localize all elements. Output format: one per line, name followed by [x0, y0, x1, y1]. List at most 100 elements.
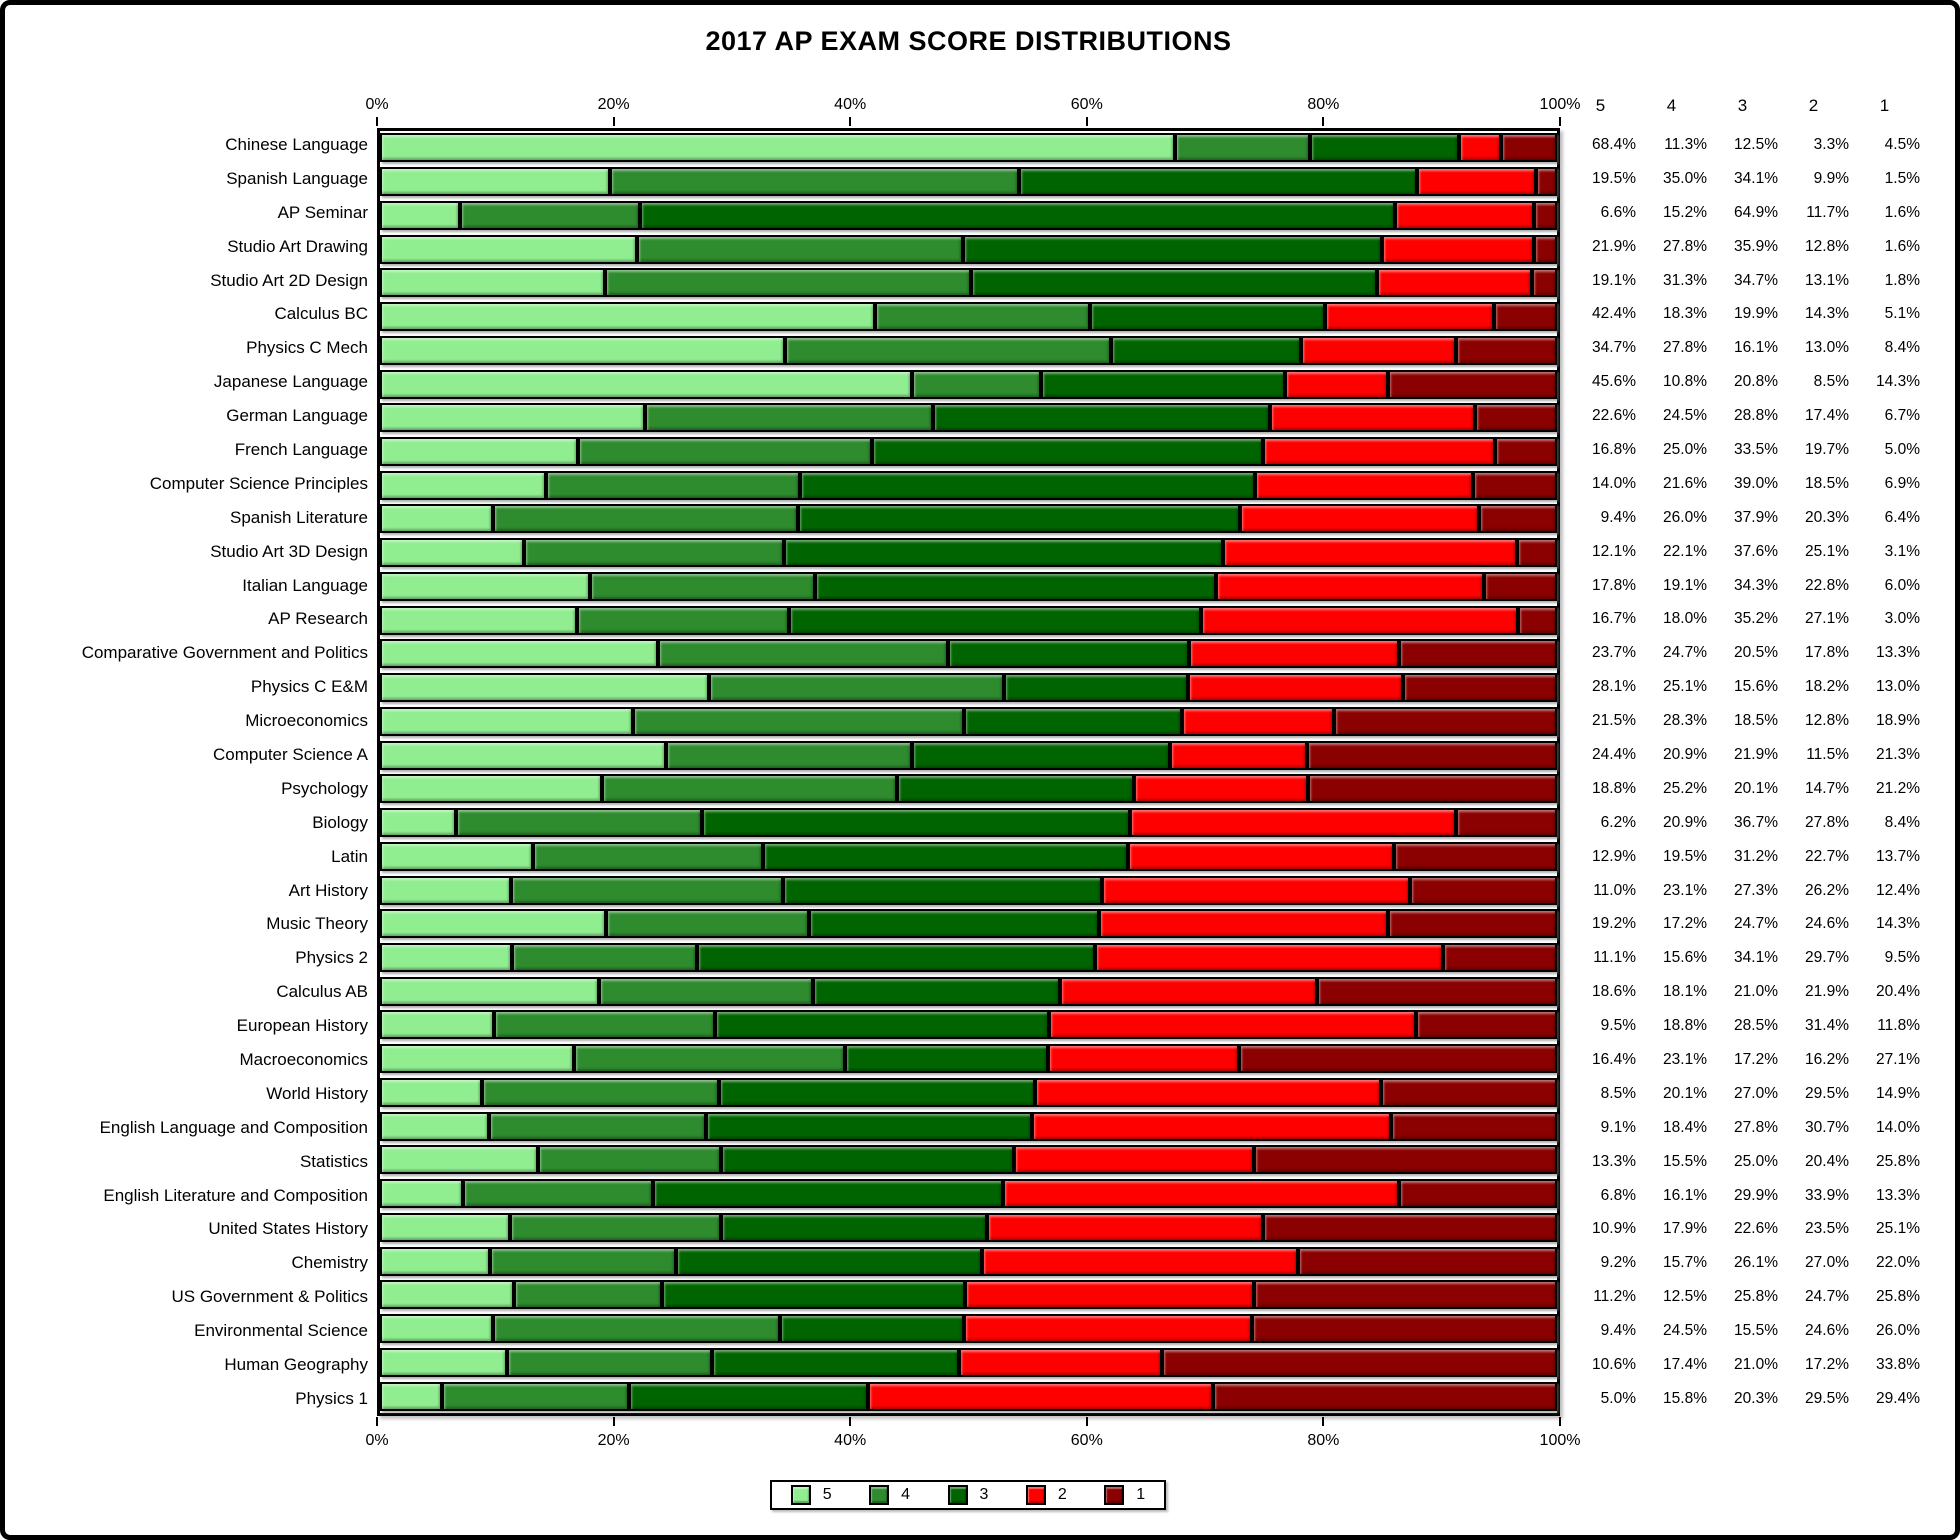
bar-segment-score-1 [1443, 942, 1557, 972]
score-value: 8.5% [1600, 1084, 1636, 1102]
score-value: 31.2% [1734, 847, 1778, 865]
bar-segment-score-5 [380, 369, 912, 399]
bar-rows [380, 131, 1558, 1413]
bar-segment-score-4 [645, 403, 933, 433]
bar-segment-score-4 [589, 571, 815, 601]
bar-segment-score-3 [971, 268, 1377, 298]
category-label: Studio Art Drawing [227, 236, 368, 256]
bar-segment-score-1 [1254, 1145, 1557, 1175]
score-value: 20.1% [1734, 779, 1778, 797]
score-value: 19.5% [1592, 169, 1636, 187]
score-value: 20.9% [1663, 745, 1707, 763]
score-value: 3.3% [1813, 135, 1849, 153]
score-value: 29.7% [1805, 949, 1849, 967]
score-value: 19.1% [1592, 271, 1636, 289]
stacked-bar [380, 268, 1557, 298]
axis-tick-label: 40% [834, 1432, 867, 1449]
bar-segment-score-1 [1380, 1077, 1557, 1107]
bar-segment-score-5 [380, 875, 512, 905]
bar-segment-score-1 [1262, 1212, 1557, 1242]
bar-segment-score-5 [380, 1280, 514, 1310]
category-label: English Language and Composition [99, 1117, 368, 1137]
axis-tick-mark [376, 117, 378, 126]
bar-segment-score-4 [441, 1381, 629, 1411]
score-value: 18.8% [1663, 1017, 1707, 1035]
score-column-header: 1 [1879, 96, 1890, 115]
category-label: Statistics [299, 1151, 368, 1171]
score-value: 13.0% [1805, 339, 1849, 357]
score-value: 3.1% [1884, 542, 1920, 560]
score-value: 26.0% [1663, 508, 1707, 526]
score-value: 14.3% [1876, 373, 1920, 391]
score-value: 13.1% [1805, 271, 1849, 289]
bar-segment-score-3 [963, 234, 1383, 264]
score-value: 9.4% [1600, 508, 1636, 526]
chart-row [380, 232, 1557, 266]
bar-segment-score-3 [640, 200, 1396, 230]
value-row: 68.4% 11.3% 12.5% 3.3% 4.5% [1565, 128, 1920, 162]
category-label: Music Theory [266, 914, 368, 934]
score-value: 22.7% [1805, 847, 1849, 865]
category-label: Computer Science Principles [149, 473, 368, 493]
chart-row [380, 1042, 1557, 1076]
score-value: 39.0% [1734, 474, 1778, 492]
category-label: AP Seminar [277, 202, 368, 222]
bar-segment-score-4 [510, 1212, 722, 1242]
bar-segment-score-1 [1483, 571, 1557, 601]
value-row: 34.7% 27.8% 16.1% 13.0% 8.4% [1565, 331, 1920, 365]
score-value: 15.6% [1663, 949, 1707, 967]
score-value: 11.8% [1877, 1017, 1920, 1035]
stacked-bar [380, 1077, 1557, 1107]
bottom-axis-labels: 0% 20% 40% 60% 80% 100% [365, 1432, 1580, 1452]
score-value: 26.0% [1876, 1322, 1920, 1340]
top-axis-ticks [376, 117, 1561, 126]
stacked-bar [380, 1212, 1557, 1242]
bar-segment-score-2 [1458, 133, 1501, 163]
chart-row [380, 1008, 1558, 1042]
bar-segment-score-1 [1298, 1246, 1558, 1276]
category-label: English Literature and Composition [103, 1185, 368, 1205]
score-value: 17.8% [1805, 644, 1849, 662]
score-value: 18.6% [1592, 983, 1636, 1001]
score-value: 11.1% [1593, 949, 1636, 967]
bar-segment-score-4 [604, 268, 972, 298]
bar-segment-score-4 [632, 706, 965, 736]
category-label: World History [266, 1083, 368, 1103]
score-value: 17.4% [1805, 407, 1849, 425]
axis-tick-mark [612, 1417, 615, 1426]
bar-segment-score-4 [513, 1280, 663, 1310]
score-value: 17.8% [1592, 576, 1636, 594]
bar-segment-score-3 [783, 538, 1223, 568]
score-value: 16.7% [1592, 610, 1636, 628]
value-row: 9.1% 18.4% 27.8% 30.7% 14.0% [1565, 1111, 1920, 1145]
score-value: 12.8% [1805, 237, 1849, 255]
score-value: 25.8% [1876, 1152, 1920, 1170]
value-row: 6.6% 15.2% 64.9% 11.7% 1.6% [1565, 196, 1920, 230]
axis-tick-mark [1085, 1417, 1088, 1426]
value-row: 21.5% 28.3% 18.5% 12.8% 18.9% [1565, 704, 1920, 738]
value-row: 19.2% 17.2% 24.7% 24.6% 14.3% [1565, 907, 1920, 941]
value-row: 45.6% 10.8% 20.8% 8.5% 14.3% [1565, 365, 1920, 399]
score-value: 23.5% [1805, 1220, 1849, 1238]
score-value: 17.9% [1663, 1220, 1707, 1238]
score-value: 30.7% [1805, 1118, 1849, 1136]
stacked-bar [380, 875, 1557, 905]
score-value: 24.5% [1663, 1322, 1707, 1340]
bar-segment-score-3 [1310, 133, 1459, 163]
category-label: Computer Science A [213, 744, 368, 764]
score-value: 12.9% [1592, 847, 1636, 865]
bar-segment-score-3 [721, 1145, 1015, 1175]
score-value: 6.9% [1884, 474, 1920, 492]
category-label: Spanish Language [226, 168, 368, 188]
bar-segment-score-2 [1270, 403, 1476, 433]
legend-label: 4 [901, 1486, 911, 1503]
score-value: 12.5% [1663, 1288, 1707, 1306]
score-value: 17.2% [1805, 1356, 1849, 1373]
bar-segment-score-4 [658, 639, 948, 669]
category-label: European History [236, 1016, 368, 1036]
score-value: 34.1% [1734, 169, 1778, 187]
bar-segment-score-3 [628, 1381, 868, 1411]
score-value: 10.6% [1592, 1356, 1636, 1373]
score-value: 15.5% [1734, 1322, 1778, 1340]
bar-segment-score-5 [380, 504, 493, 534]
